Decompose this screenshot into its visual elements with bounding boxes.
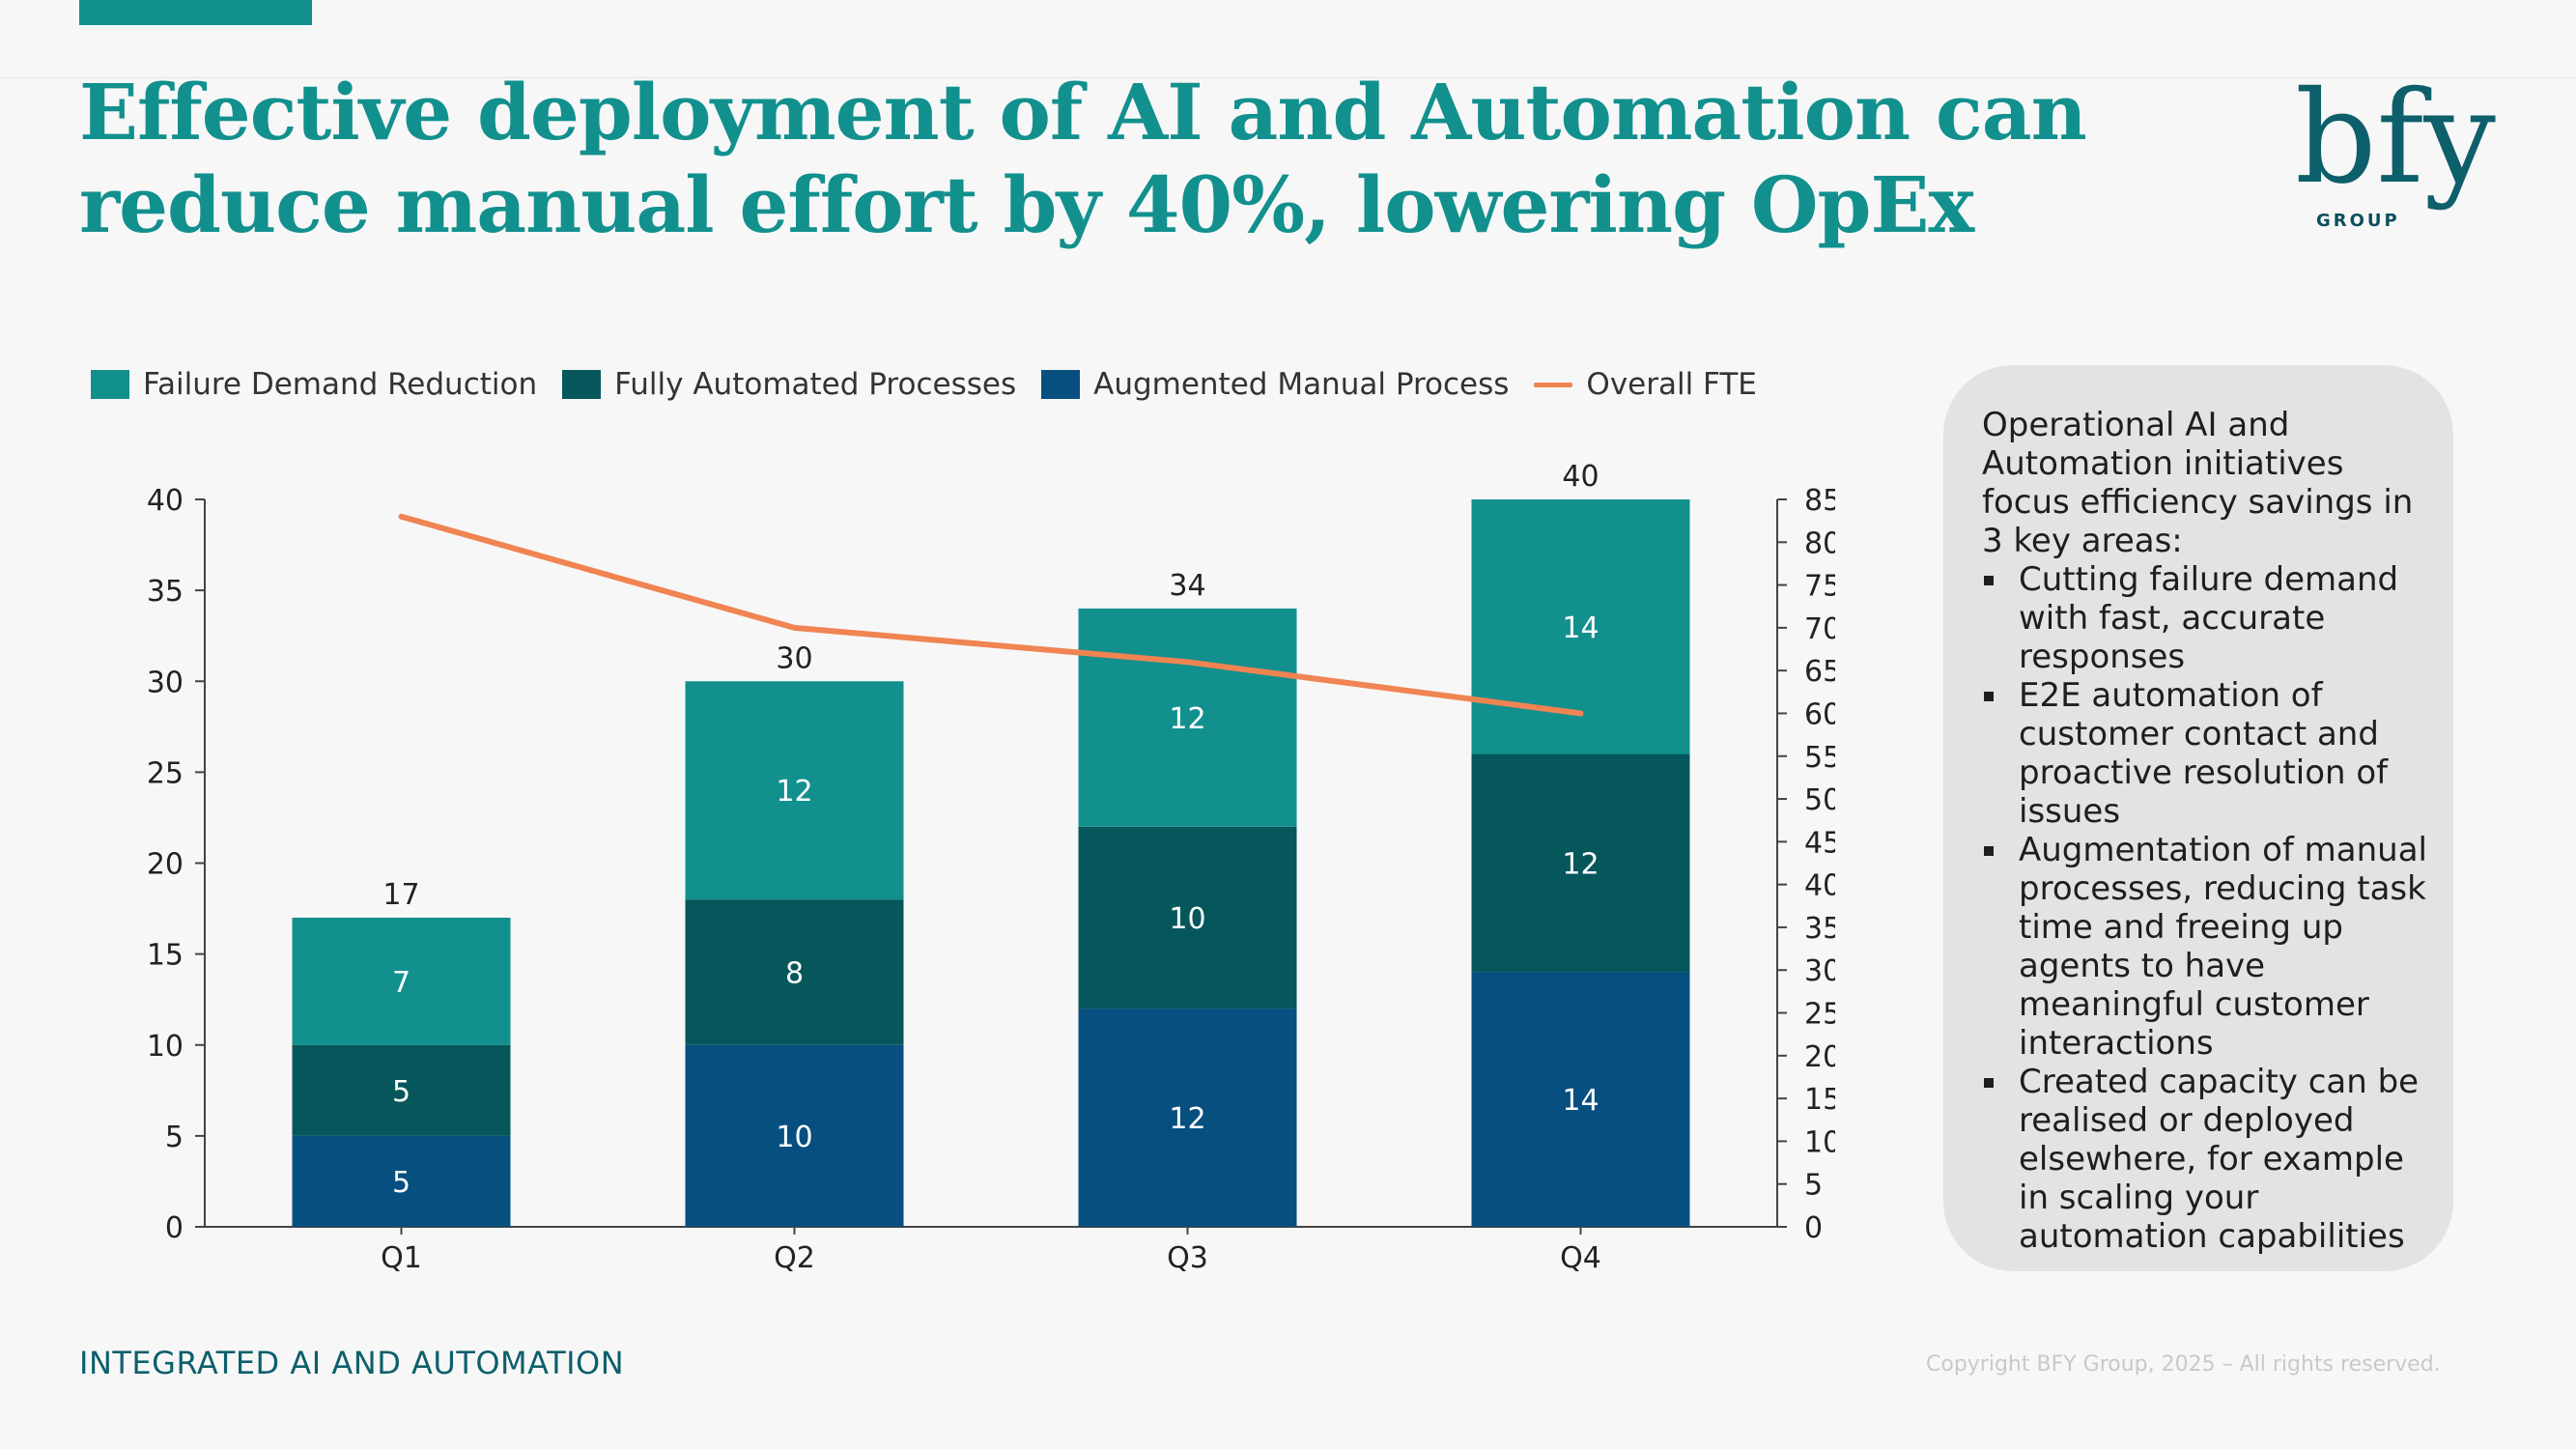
bar-segment-label: 8	[785, 956, 804, 990]
y-left-tick-label: 0	[165, 1211, 184, 1245]
bar-segment-label: 12	[776, 775, 812, 809]
y-right-tick-label: 45	[1804, 826, 1835, 860]
legend-swatch-overall-fte	[1534, 382, 1573, 387]
side-panel-bullet: Augmentation of manual processes, reduci…	[1982, 831, 2436, 1063]
bar-segment-label: 5	[392, 1166, 410, 1200]
stacked-bar-chart: 0510152025303540051015202530354045505560…	[147, 460, 1835, 1275]
side-panel-bullet: Cutting failure demand with fast, accura…	[1982, 560, 2436, 676]
side-panel-bullet: Created capacity can be realised or depl…	[1982, 1063, 2436, 1256]
y-left-tick-label: 30	[147, 666, 184, 699]
chart-legend: Failure Demand Reduction Fully Automated…	[91, 365, 1782, 404]
bar-segment	[685, 899, 904, 1045]
bar-segment	[1471, 972, 1690, 1227]
side-panel-bullets: Cutting failure demand with fast, accura…	[1982, 560, 2436, 1256]
y-right-tick-label: 25	[1804, 998, 1835, 1032]
bar-segment-label: 10	[1169, 902, 1205, 936]
x-tick-label: Q2	[774, 1241, 815, 1275]
y-left-tick-label: 25	[147, 756, 184, 790]
legend-item-fully-automated: Fully Automated Processes	[562, 367, 1016, 402]
legend-label-failure-demand: Failure Demand Reduction	[143, 367, 538, 402]
page-title-line-2: reduce manual effort by 40%, lowering Op…	[79, 159, 1974, 250]
side-panel-bullet: E2E automation of customer contact and p…	[1982, 676, 2436, 831]
y-left-tick-label: 15	[147, 939, 184, 973]
page-title: Effective deployment of AI and Automatio…	[79, 66, 2204, 251]
x-tick-label: Q4	[1560, 1241, 1601, 1275]
bar-segment	[292, 917, 511, 1045]
bar-segment-label: 12	[1169, 1102, 1205, 1136]
x-tick-label: Q1	[381, 1241, 422, 1275]
bar-segment-label: 7	[392, 966, 410, 1000]
bar-total-label: 30	[776, 641, 812, 675]
y-left-tick-label: 10	[147, 1030, 184, 1064]
header-divider	[0, 77, 2576, 78]
bar-segment-label: 12	[1562, 848, 1599, 882]
bar-segment	[292, 1044, 511, 1136]
top-accent-bar	[79, 0, 312, 25]
bar-segment	[685, 681, 904, 900]
bar-segment	[1078, 1009, 1297, 1227]
y-right-tick-label: 60	[1804, 697, 1835, 731]
side-panel-intro: Operational AI and Automation initiative…	[1982, 406, 2414, 560]
y-left-tick-label: 40	[147, 484, 184, 518]
y-right-tick-label: 35	[1804, 912, 1835, 946]
y-right-tick-label: 85	[1804, 484, 1835, 518]
legend-label-fully-automated: Fully Automated Processes	[614, 367, 1017, 402]
legend-swatch-failure-demand	[91, 370, 129, 399]
overall-fte-line	[398, 513, 1584, 717]
footer-section-label: INTEGRATED AI AND AUTOMATION	[79, 1345, 625, 1381]
legend-item-failure-demand: Failure Demand Reduction	[91, 367, 537, 402]
bar-segment-label: 12	[1169, 702, 1205, 736]
bar-total-label: 34	[1169, 569, 1205, 603]
page-title-line-1: Effective deployment of AI and Automatio…	[79, 67, 2087, 157]
bar-segment-label: 5	[392, 1075, 410, 1109]
y-left-tick-label: 5	[165, 1121, 184, 1154]
bar-total-label: 40	[1562, 460, 1599, 494]
x-tick-label: Q3	[1167, 1241, 1208, 1275]
bar-segment	[292, 1135, 511, 1227]
legend-item-overall-fte: Overall FTE	[1534, 367, 1757, 402]
bar-total-label: 17	[382, 878, 419, 912]
y-left-tick-label: 35	[147, 575, 184, 609]
logo-text: bfy	[2295, 68, 2496, 213]
legend-label-overall-fte: Overall FTE	[1586, 367, 1757, 402]
y-right-tick-label: 20	[1804, 1040, 1835, 1074]
footer-copyright: Copyright BFY Group, 2025 – All rights r…	[1926, 1352, 2441, 1377]
y-right-tick-label: 30	[1804, 954, 1835, 988]
bar-segment-label: 10	[776, 1121, 812, 1154]
bar-segment	[1471, 753, 1690, 973]
y-right-tick-label: 55	[1804, 741, 1835, 775]
legend-swatch-fully-automated	[562, 370, 602, 399]
bfy-logo: bfy	[2295, 68, 2496, 213]
bar-segment	[1078, 608, 1297, 827]
y-right-tick-label: 40	[1804, 869, 1835, 903]
logo-group-text: GROUP	[2316, 211, 2400, 231]
y-right-tick-label: 10	[1804, 1125, 1835, 1159]
y-right-tick-label: 70	[1804, 612, 1835, 646]
y-right-tick-label: 75	[1804, 570, 1835, 604]
y-left-tick-label: 20	[147, 848, 184, 882]
y-right-tick-label: 50	[1804, 783, 1835, 817]
y-right-tick-label: 0	[1804, 1211, 1823, 1245]
side-panel	[1943, 365, 2453, 1271]
y-right-tick-label: 80	[1804, 526, 1835, 560]
bar-segment-label: 14	[1562, 1084, 1599, 1118]
legend-label-augmented-manual: Augmented Manual Process	[1093, 367, 1510, 402]
bar-segment-label: 14	[1562, 611, 1599, 645]
side-panel-text: Operational AI and Automation initiative…	[1982, 406, 2436, 1256]
y-right-tick-label: 15	[1804, 1083, 1835, 1117]
legend-item-augmented-manual: Augmented Manual Process	[1041, 367, 1509, 402]
y-right-tick-label: 65	[1804, 655, 1835, 689]
bar-segment	[1078, 826, 1297, 1009]
y-right-tick-label: 5	[1804, 1169, 1823, 1203]
legend-swatch-augmented-manual	[1041, 370, 1081, 399]
bar-segment	[685, 1044, 904, 1227]
